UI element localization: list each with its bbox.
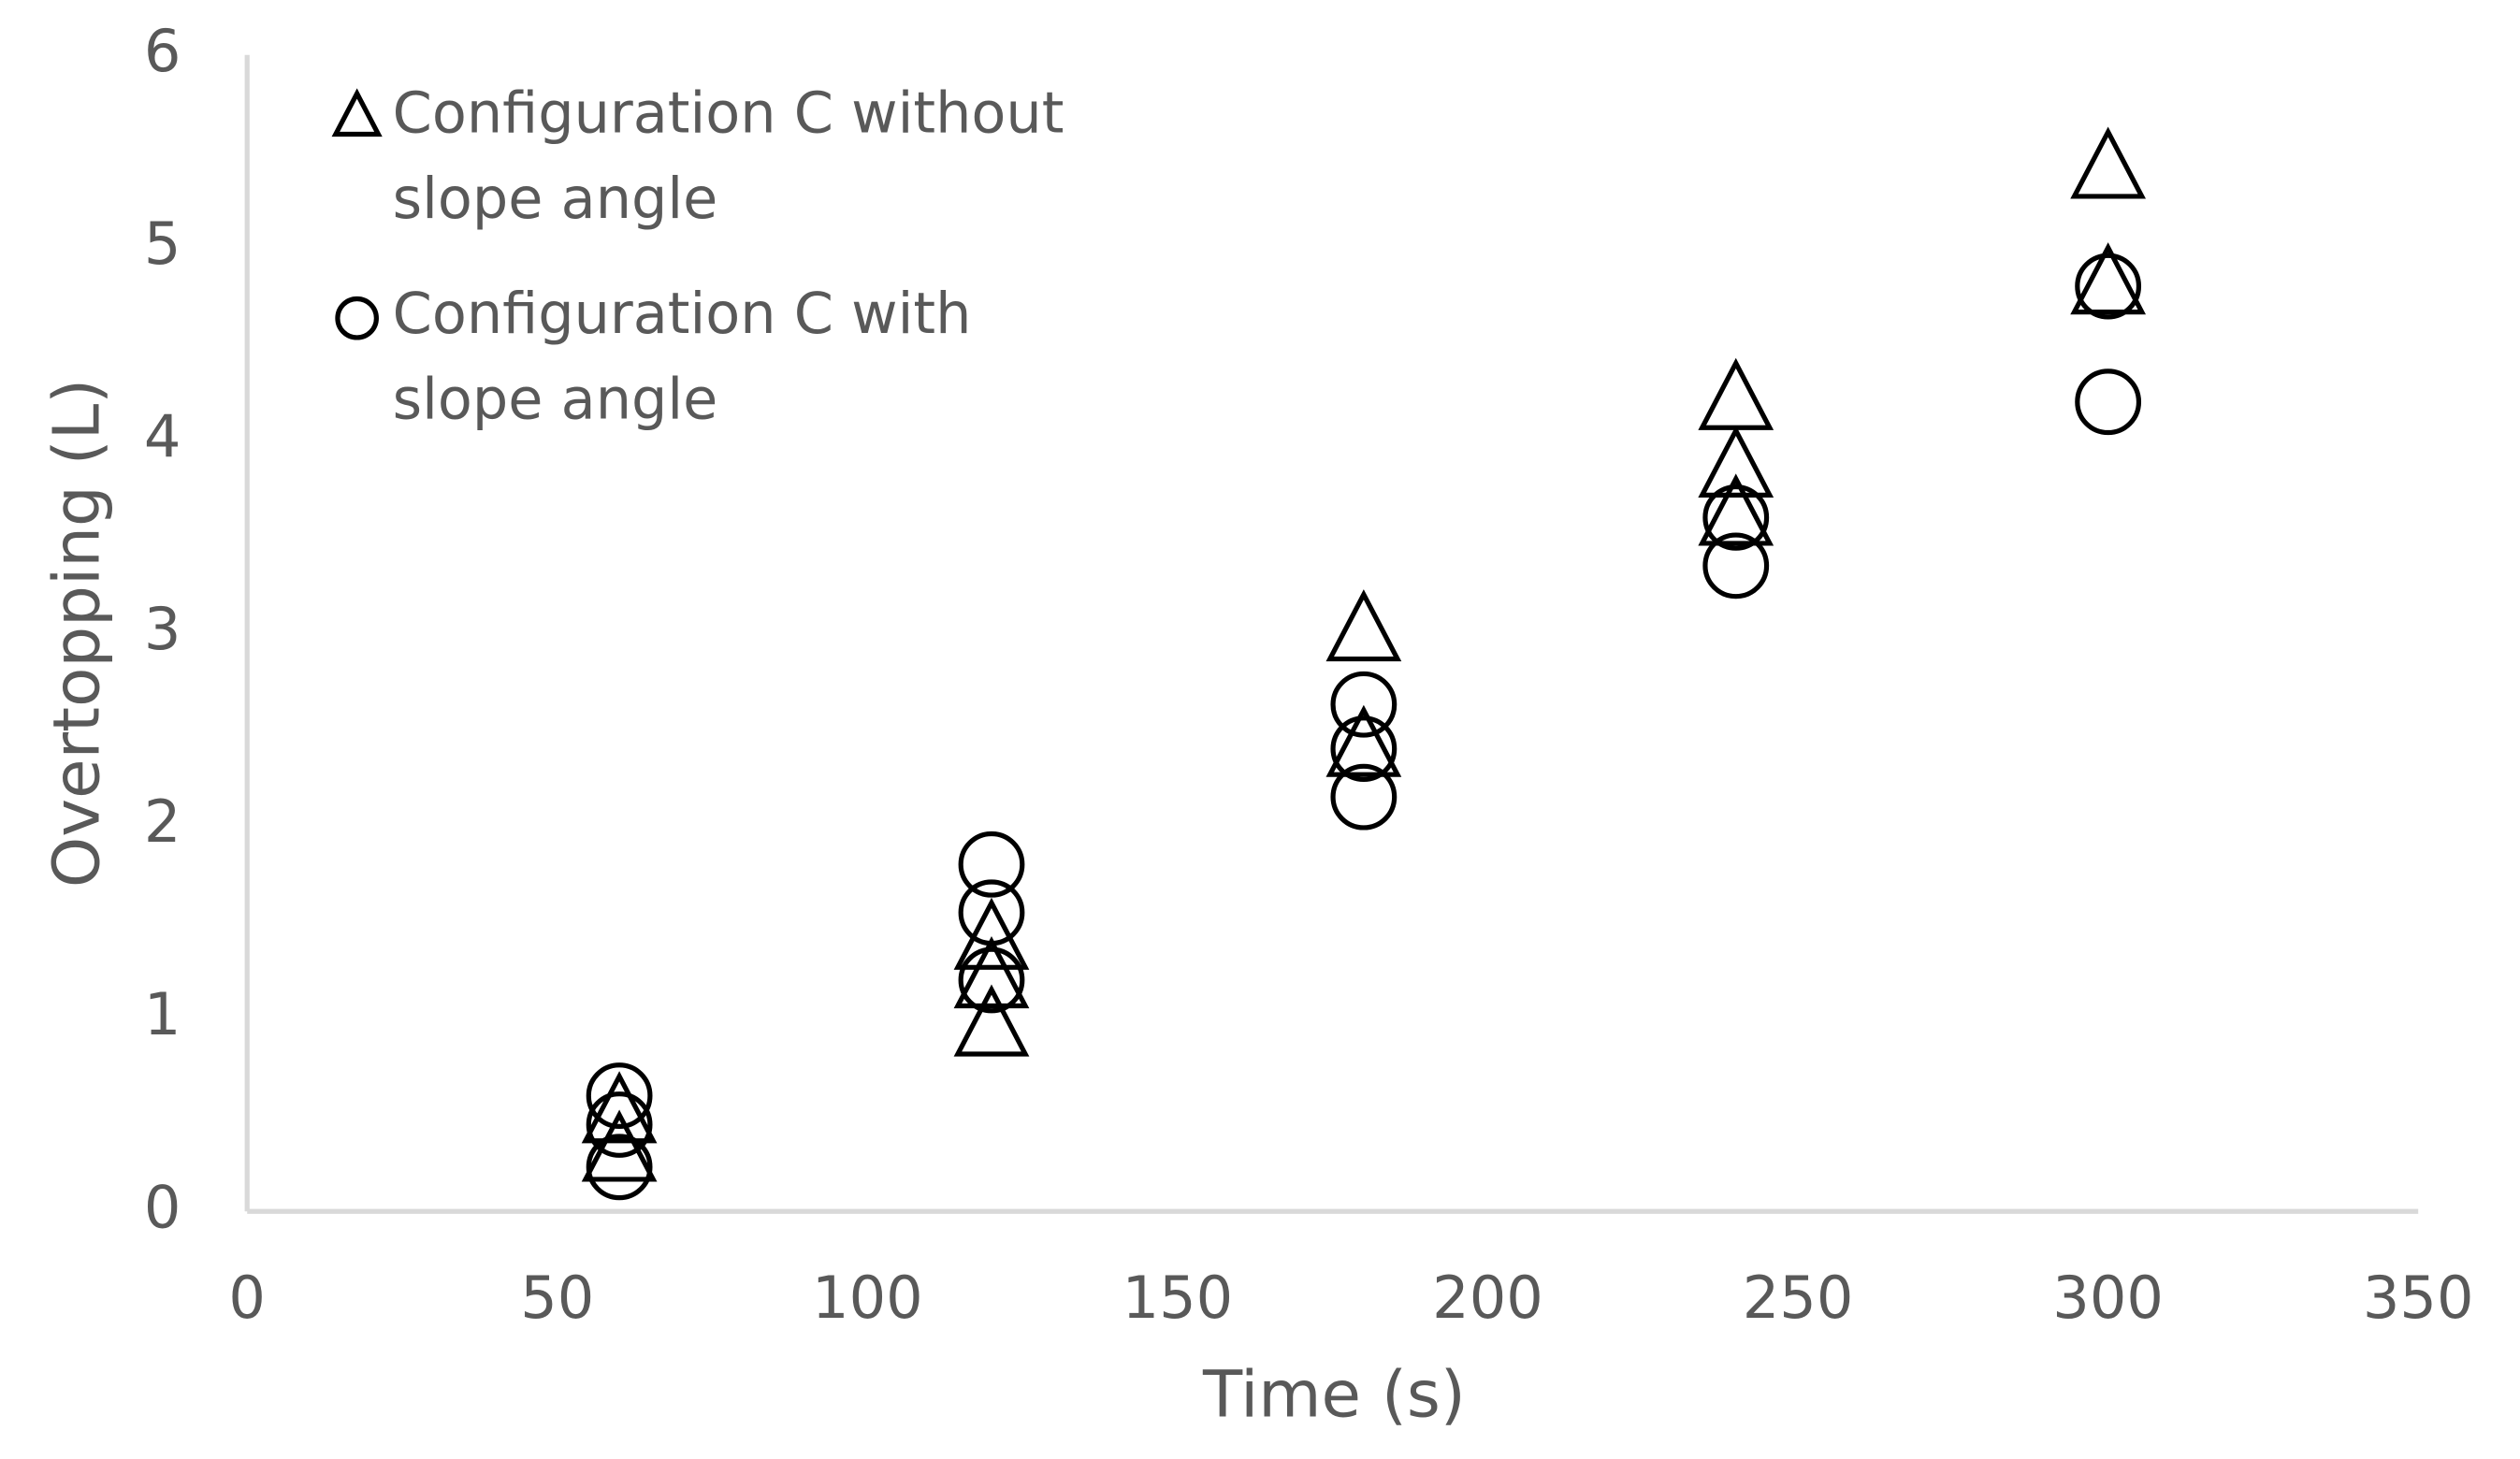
triangle-marker [1698,357,1774,430]
x-axis-title: Time (s) [1202,1358,1466,1433]
y-tick-label: 2 [144,787,181,856]
circle-marker [958,831,1025,898]
circle-marker [1702,484,1770,551]
circle-marker [1330,715,1398,783]
triangle-marker [953,984,1030,1057]
x-tick-label: 150 [1122,1264,1234,1332]
y-tick-label: 5 [144,209,181,278]
triangle-marker [2070,126,2147,199]
x-tick-label: 50 [520,1264,594,1332]
circle-marker [958,879,1025,946]
legend-marker [331,88,383,137]
circle-marker [2075,368,2142,436]
circle-marker [1330,671,1398,738]
triangle-marker [953,897,1030,970]
x-tick-label: 350 [2363,1264,2474,1332]
legend-entry: Configuration C without slope angle [392,82,1064,233]
circle-marker [586,1062,653,1129]
y-axis-title: Overtopping (L) [39,379,114,888]
circle-marker [958,946,1025,1014]
circle-marker [1330,763,1398,831]
legend-marker [335,296,379,340]
triangle-marker [581,1071,658,1144]
x-tick-label: 250 [1743,1264,1854,1332]
legend-entry: Configuration C with slope angle [392,282,972,433]
triangle-marker [953,936,1030,1009]
triangle-marker [581,1109,658,1182]
y-tick-label: 4 [144,402,181,470]
legend-label: Configuration C without slope angle [392,82,1064,233]
triangle-marker [1698,425,1774,498]
triangle-marker [2070,242,2147,315]
circle-marker [586,1091,653,1158]
x-tick-label: 300 [2052,1264,2164,1332]
y-tick-label: 6 [144,17,181,85]
circle-marker [2075,253,2142,320]
x-tick-label: 200 [1432,1264,1543,1332]
y-tick-label: 3 [144,595,181,663]
y-tick-label: 0 [144,1173,181,1241]
legend-label: Configuration C with slope angle [392,282,972,433]
triangle-marker [1325,589,1402,662]
circle-marker [1702,532,1770,599]
triangle-marker [1325,704,1402,777]
triangle-marker [1698,473,1774,546]
circle-marker [586,1134,653,1201]
x-tick-label: 100 [812,1264,923,1332]
y-tick-label: 1 [144,980,181,1048]
x-tick-label: 0 [228,1264,266,1332]
